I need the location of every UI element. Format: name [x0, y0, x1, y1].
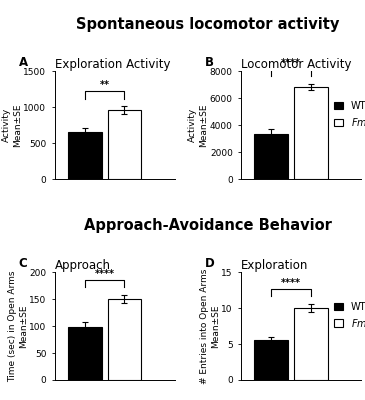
Text: **: **	[100, 80, 110, 90]
Bar	[108, 299, 141, 380]
Y-axis label: # Entries into Open Arms
Mean±SE: # Entries into Open Arms Mean±SE	[200, 268, 220, 384]
Text: Exploration: Exploration	[241, 259, 308, 272]
Text: ****: ****	[281, 58, 301, 68]
Y-axis label: Time (sec) in Open Arms
Mean±SE: Time (sec) in Open Arms Mean±SE	[8, 270, 28, 382]
Bar	[254, 340, 288, 380]
Text: ****: ****	[95, 269, 115, 279]
Text: A: A	[19, 56, 28, 69]
Bar	[108, 110, 141, 179]
Y-axis label: Activity
Mean±SE: Activity Mean±SE	[2, 104, 22, 147]
Text: Exploration Activity: Exploration Activity	[55, 58, 170, 71]
Bar	[294, 87, 328, 179]
Text: ****: ****	[281, 278, 301, 288]
Text: Spontaneous locomotor activity: Spontaneous locomotor activity	[76, 17, 340, 32]
Legend: WT, $\it{Fmr1}$ KO: WT, $\it{Fmr1}$ KO	[333, 100, 365, 129]
Legend: WT, $\it{Fmr1}$ KO: WT, $\it{Fmr1}$ KO	[333, 301, 365, 330]
Text: Approach-Avoidance Behavior: Approach-Avoidance Behavior	[84, 218, 332, 233]
Bar	[68, 327, 101, 380]
Text: C: C	[19, 257, 27, 270]
Text: Approach: Approach	[55, 259, 111, 272]
Bar	[254, 134, 288, 179]
Y-axis label: Activity
Mean±SE: Activity Mean±SE	[188, 104, 208, 147]
Text: Locomotor Activity: Locomotor Activity	[241, 58, 351, 71]
Text: D: D	[205, 257, 215, 270]
Bar	[294, 308, 328, 380]
Text: B: B	[205, 56, 214, 69]
Bar	[68, 132, 101, 179]
